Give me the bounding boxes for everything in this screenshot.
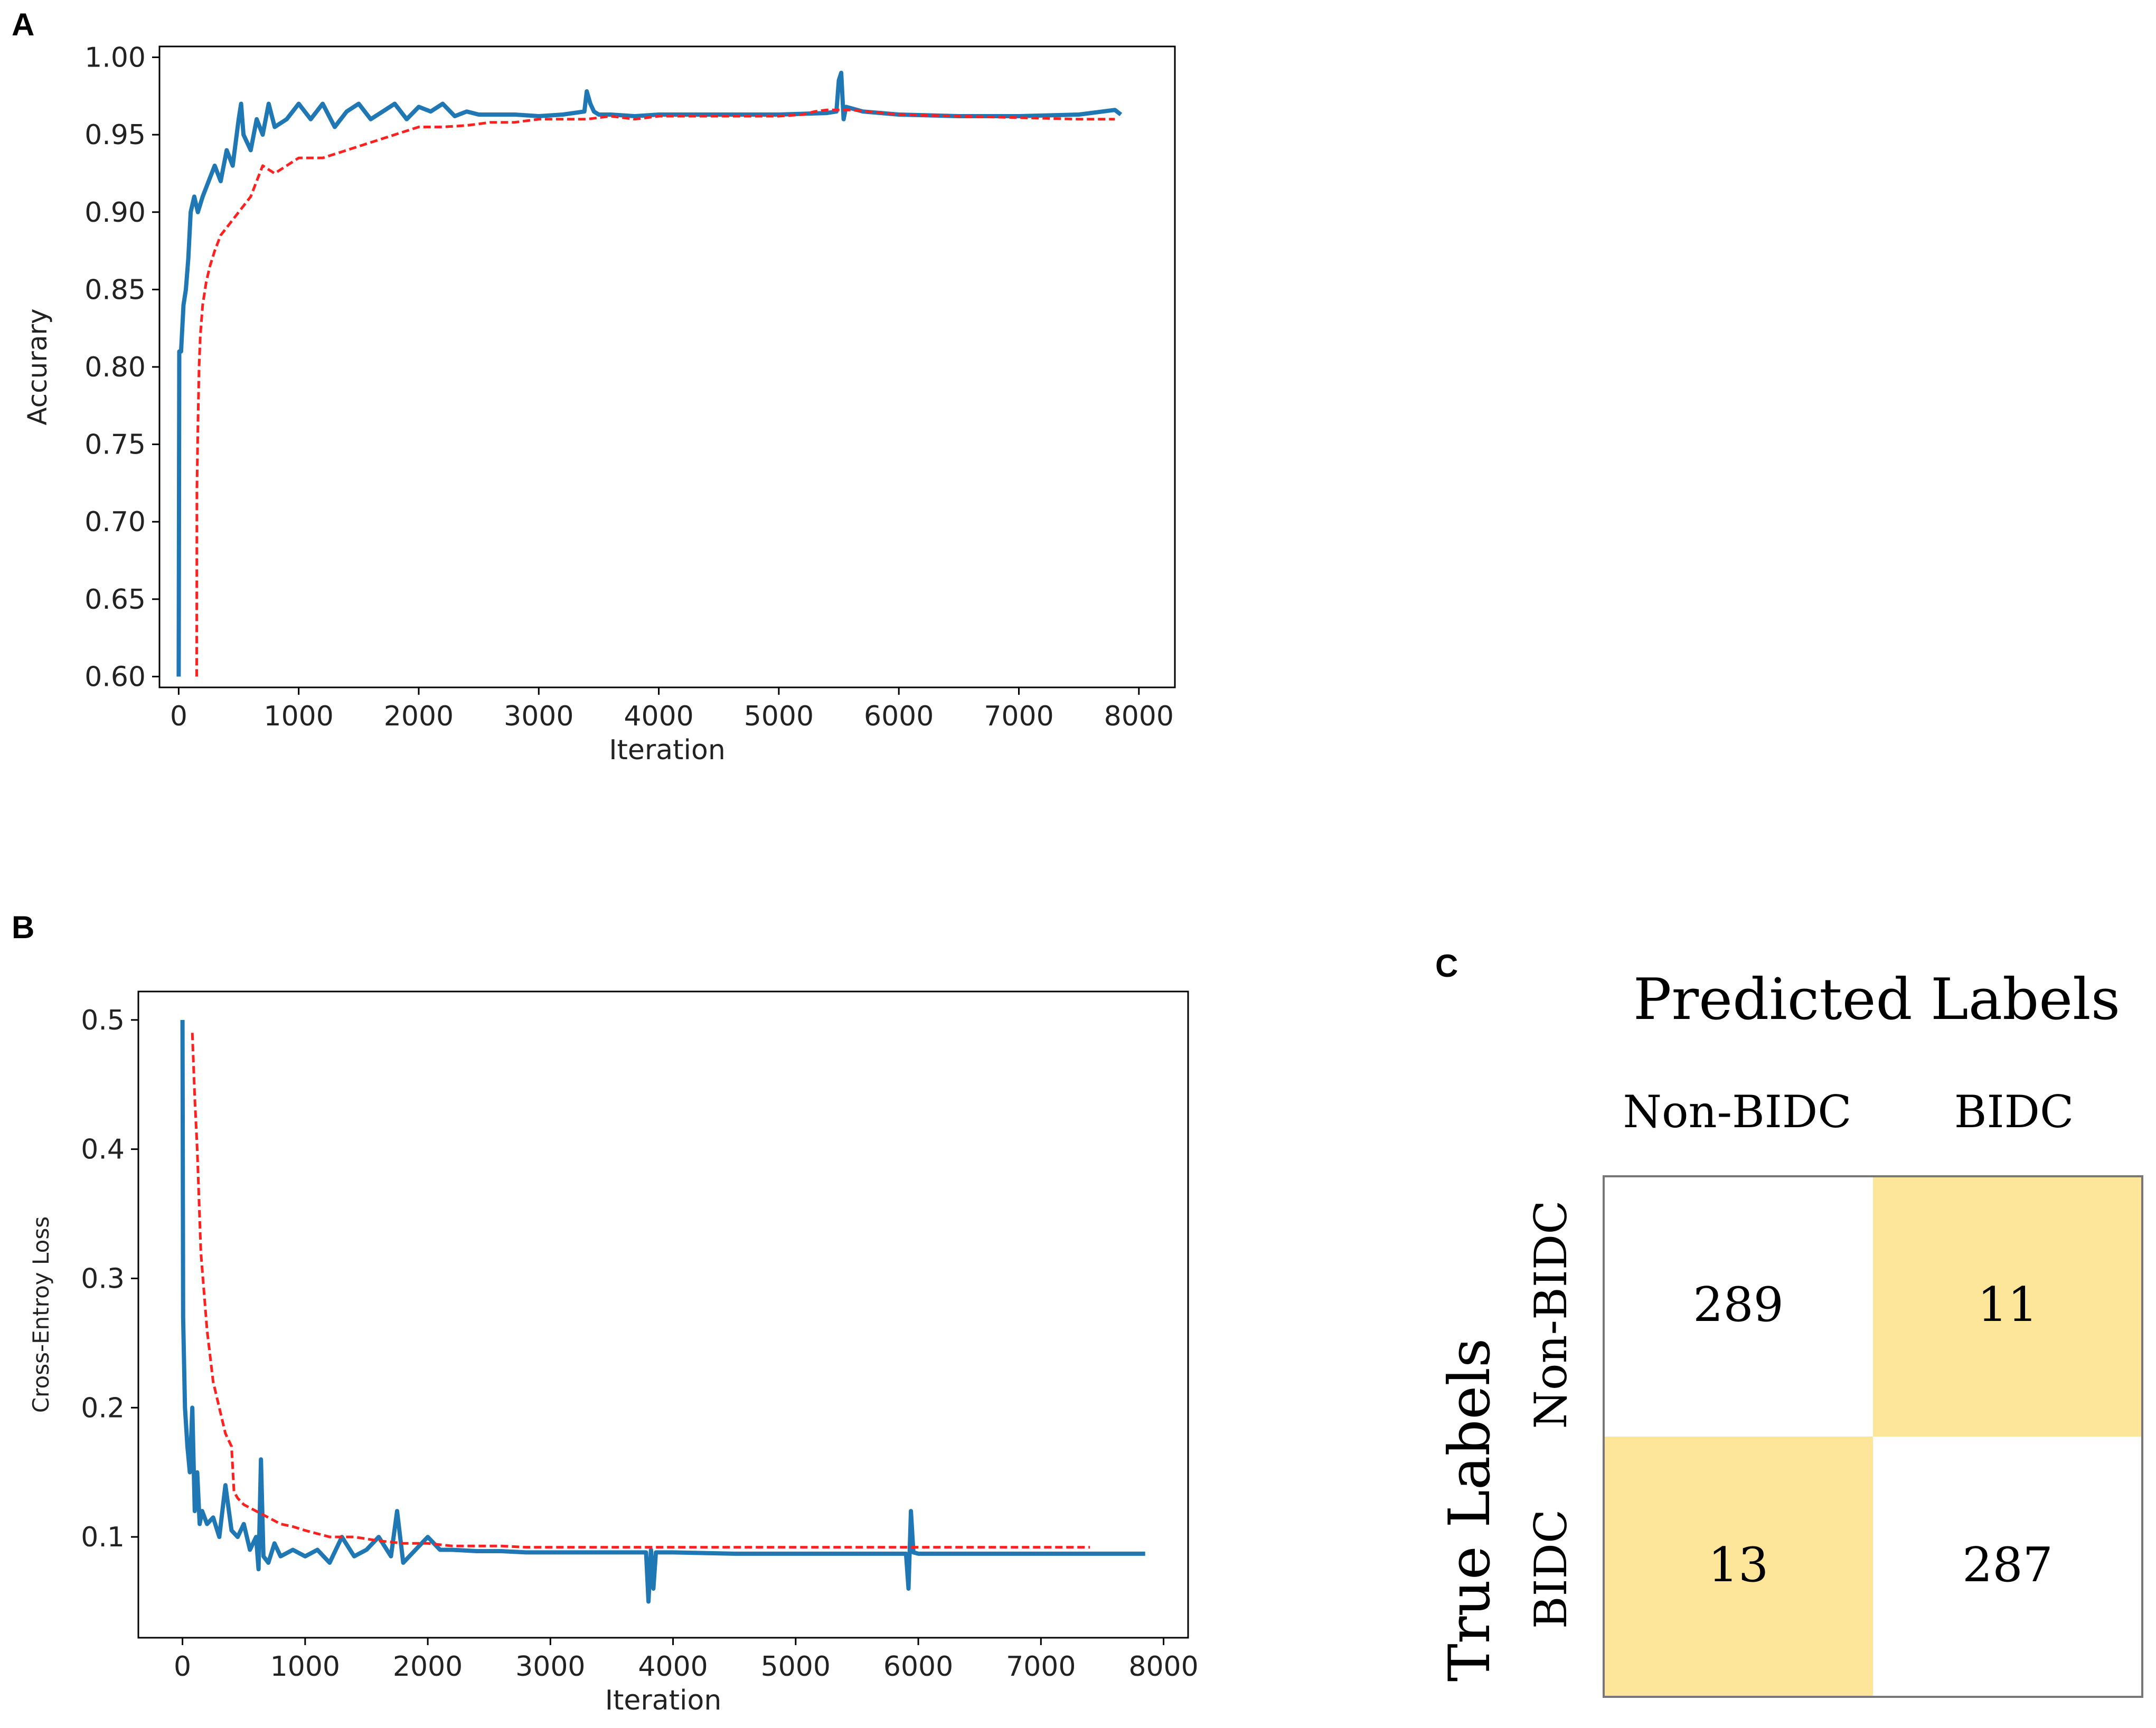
series-validation-line — [195, 108, 1115, 677]
x-tick-label: 8000 — [1128, 1651, 1198, 1683]
cell-value-0-0: 289 — [1693, 1277, 1784, 1333]
x-tick-label: 7000 — [1006, 1651, 1076, 1683]
x-tick-label: 0 — [170, 701, 187, 732]
x-tick-label: 8000 — [1104, 701, 1174, 732]
y-tick-label: 0.60 — [84, 661, 146, 693]
y-tick-label: 0.70 — [84, 506, 146, 538]
plot-frame — [158, 45, 1176, 688]
x-tick-label: 2000 — [384, 701, 454, 732]
loss-plot: 0 1000 2000 3000 4000 5000 6000 7000 8000 0.1 0.2 0… — [28, 990, 1199, 1716]
row-label-non-bidc: Non-BIDC — [1525, 1200, 1577, 1429]
x-tick-label: 0 — [174, 1651, 191, 1683]
y-tick-label: 0.4 — [81, 1134, 125, 1166]
cell-value-0-1: 11 — [1978, 1277, 2038, 1333]
predicted-labels-title: Predicted Labels — [1633, 967, 2120, 1033]
x-tick-label: 6000 — [883, 1651, 953, 1683]
x-axis-label: Iteration — [609, 734, 726, 766]
y-tick-label: 0.1 — [81, 1522, 125, 1553]
y-tick-label: 0.85 — [84, 274, 146, 306]
panel-b-label: B — [12, 910, 35, 945]
y-tick-label: 0.3 — [81, 1263, 125, 1295]
matrix-frame — [1603, 1175, 2143, 1698]
accuracy-chart: 0 1000 2000 3000 4000 5000 6000 7000 8000 0.60 0.6… — [22, 42, 1176, 766]
series-train-line — [180, 1019, 1145, 1604]
true-labels-title: True Labels — [1437, 1338, 1503, 1682]
confusion-matrix: Predicted Labels Non-BIDC BIDC True Labe… — [1437, 967, 2143, 1698]
x-tick-label: 3000 — [504, 701, 573, 732]
cell-0-1 — [1873, 1176, 2142, 1437]
cell-0-0 — [1604, 1176, 1873, 1437]
panel-a-label: A — [12, 7, 35, 42]
y-tick-label: 1.00 — [84, 42, 146, 74]
y-tick-label: 0.90 — [84, 197, 146, 229]
y-axis-label: Cross-Entroy Loss — [28, 1216, 54, 1413]
y-tick-label: 0.95 — [84, 119, 146, 151]
cell-1-0 — [1604, 1437, 1873, 1697]
column-label-non-bidc: Non-BIDC — [1623, 1086, 1851, 1138]
cell-1-1 — [1873, 1437, 2142, 1697]
y-axis-label: Accurary — [22, 308, 53, 425]
row-label-bidc: BIDC — [1525, 1509, 1577, 1629]
y-tick-label: 0.65 — [84, 584, 146, 616]
x-tick-label: 4000 — [624, 701, 693, 732]
x-tick-label: 1000 — [270, 1651, 340, 1683]
x-tick-label: 3000 — [515, 1651, 585, 1683]
loss-chart: 0 1000 2000 3000 4000 5000 6000 7000 8000 0.1 0.2 0… — [28, 990, 1199, 1716]
x-tick-label: 5000 — [744, 701, 814, 732]
accuracy-plot: 0 1000 2000 3000 4000 5000 6000 7000 8000 0.60 0.6… — [22, 42, 1176, 766]
cell-value-1-1: 287 — [1962, 1537, 2053, 1593]
x-tick-label: 1000 — [264, 701, 334, 732]
x-tick-label: 7000 — [984, 701, 1053, 732]
x-axis-label: Iteration — [605, 1685, 722, 1716]
column-label-bidc: BIDC — [1954, 1086, 2074, 1138]
x-tick-label: 4000 — [638, 1651, 708, 1683]
y-tick-label: 0.80 — [84, 352, 146, 383]
series-train-line — [176, 70, 1123, 677]
y-tick-label: 0.2 — [81, 1392, 125, 1424]
x-tick-label: 2000 — [393, 1651, 463, 1683]
series-validation-line — [191, 1033, 1090, 1549]
panel-c-label: C — [1435, 948, 1458, 984]
y-tick-label: 0.75 — [84, 429, 146, 461]
plot-frame — [137, 990, 1189, 1639]
x-tick-label: 6000 — [864, 701, 934, 732]
y-tick-label: 0.5 — [81, 1005, 125, 1036]
cell-value-1-0: 13 — [1708, 1537, 1769, 1593]
x-tick-label: 5000 — [761, 1651, 831, 1683]
